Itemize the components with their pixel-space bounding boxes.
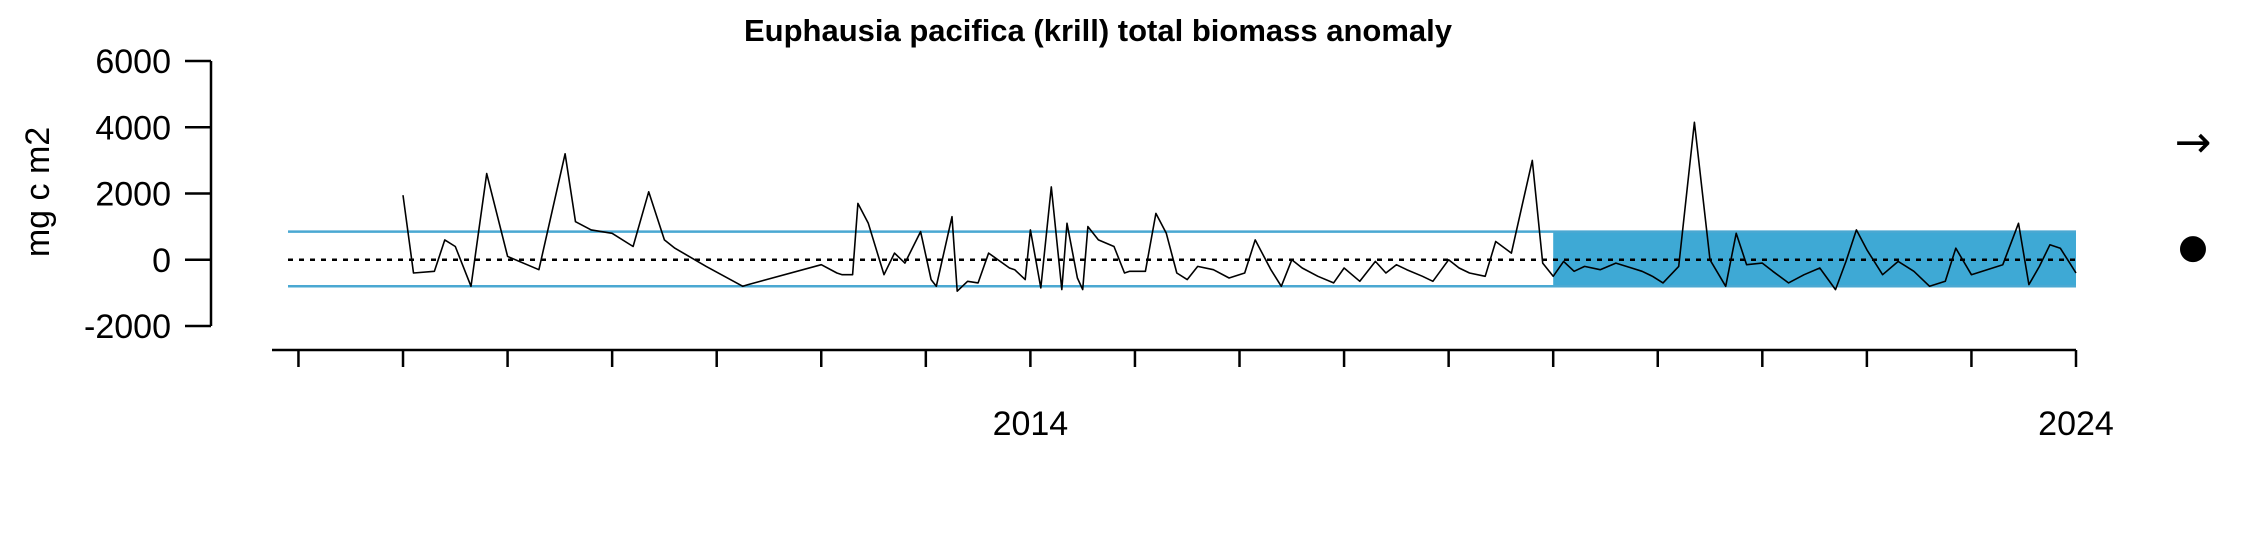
x-tick-label: 2014 [993,405,1069,443]
y-tick-label: 2000 [95,176,171,214]
y-axis: 6000 4000 2000 0 -2000 [84,43,213,346]
trend-arrow-icon: → [2175,117,2212,168]
recent-window-shade [1553,231,2076,287]
y-tick-label: 6000 [95,43,171,81]
y-axis-label: mg c m2 [19,127,57,257]
y-tick-label: 4000 [95,109,171,147]
x-axis: 2014 2024 [272,348,2114,443]
chart-title: Euphausia pacifica (krill) total biomass… [744,13,1453,48]
series-layer [402,121,2077,293]
x-tick-label: 2024 [2038,405,2114,443]
y-tick-label: 0 [152,242,171,280]
y-tick-label: -2000 [84,308,171,346]
mean-indicator-icon: ● [2178,227,2208,267]
series-line [402,121,2077,293]
sd-band-layer [288,230,2076,288]
